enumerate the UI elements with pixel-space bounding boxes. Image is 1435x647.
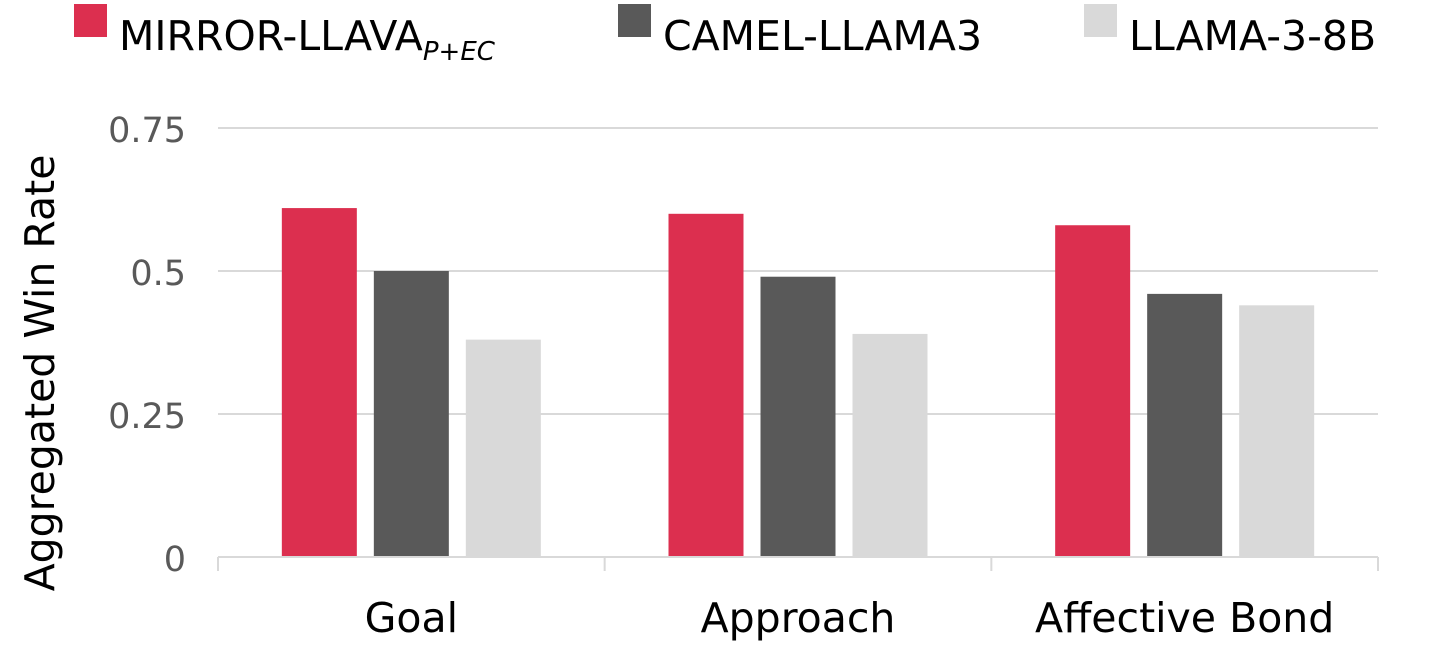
bars <box>281 208 1315 558</box>
bar-camel-llama3-goal <box>373 271 449 557</box>
bar-mirror-llava-goal <box>281 208 357 557</box>
legend-swatch <box>618 4 651 37</box>
legend-label: CAMEL-LLAMA3 <box>663 12 982 60</box>
legend-label-text: LLAMA-3-8B <box>1129 12 1376 60</box>
y-tick-label: 0.25 <box>108 397 186 437</box>
legend-label-text: CAMEL-LLAMA3 <box>663 12 982 60</box>
bar-mirror-llava-approach <box>668 213 744 558</box>
y-tick-label: 0.75 <box>108 111 186 151</box>
bar-camel-llama3-approach <box>760 276 836 557</box>
x-tick-label: Approach <box>701 594 896 642</box>
y-axis-title: Aggregated Win Rate <box>16 155 64 592</box>
bar-camel-llama3-affective-bond <box>1147 293 1223 557</box>
legend-swatch <box>74 4 107 37</box>
y-axis-ticks: 0 0.25 0.5 0.75 <box>108 111 186 580</box>
legend: MIRROR-LLAVAP+EC CAMEL-LLAMA3 LLAMA-3-8B <box>74 4 1376 67</box>
bar-llama-3-8b-affective-bond <box>1239 305 1315 557</box>
bar-llama-3-8b-approach <box>852 333 928 557</box>
x-axis: Goal Approach Affective Bond <box>217 556 1379 642</box>
x-tick-label: Goal <box>365 594 458 642</box>
legend-label: LLAMA-3-8B <box>1129 12 1376 60</box>
legend-label-text: MIRROR-LLAVA <box>119 12 423 60</box>
legend-label: MIRROR-LLAVAP+EC <box>119 12 496 67</box>
y-tick-label: 0.5 <box>130 254 186 294</box>
bar-mirror-llava-affective-bond <box>1055 225 1131 558</box>
legend-label-subscript: P+EC <box>423 37 496 67</box>
bar-llama-3-8b-goal <box>465 339 541 557</box>
y-tick-label: 0 <box>164 540 186 580</box>
x-tick-label: Affective Bond <box>1035 594 1334 642</box>
legend-swatch <box>1084 4 1117 37</box>
